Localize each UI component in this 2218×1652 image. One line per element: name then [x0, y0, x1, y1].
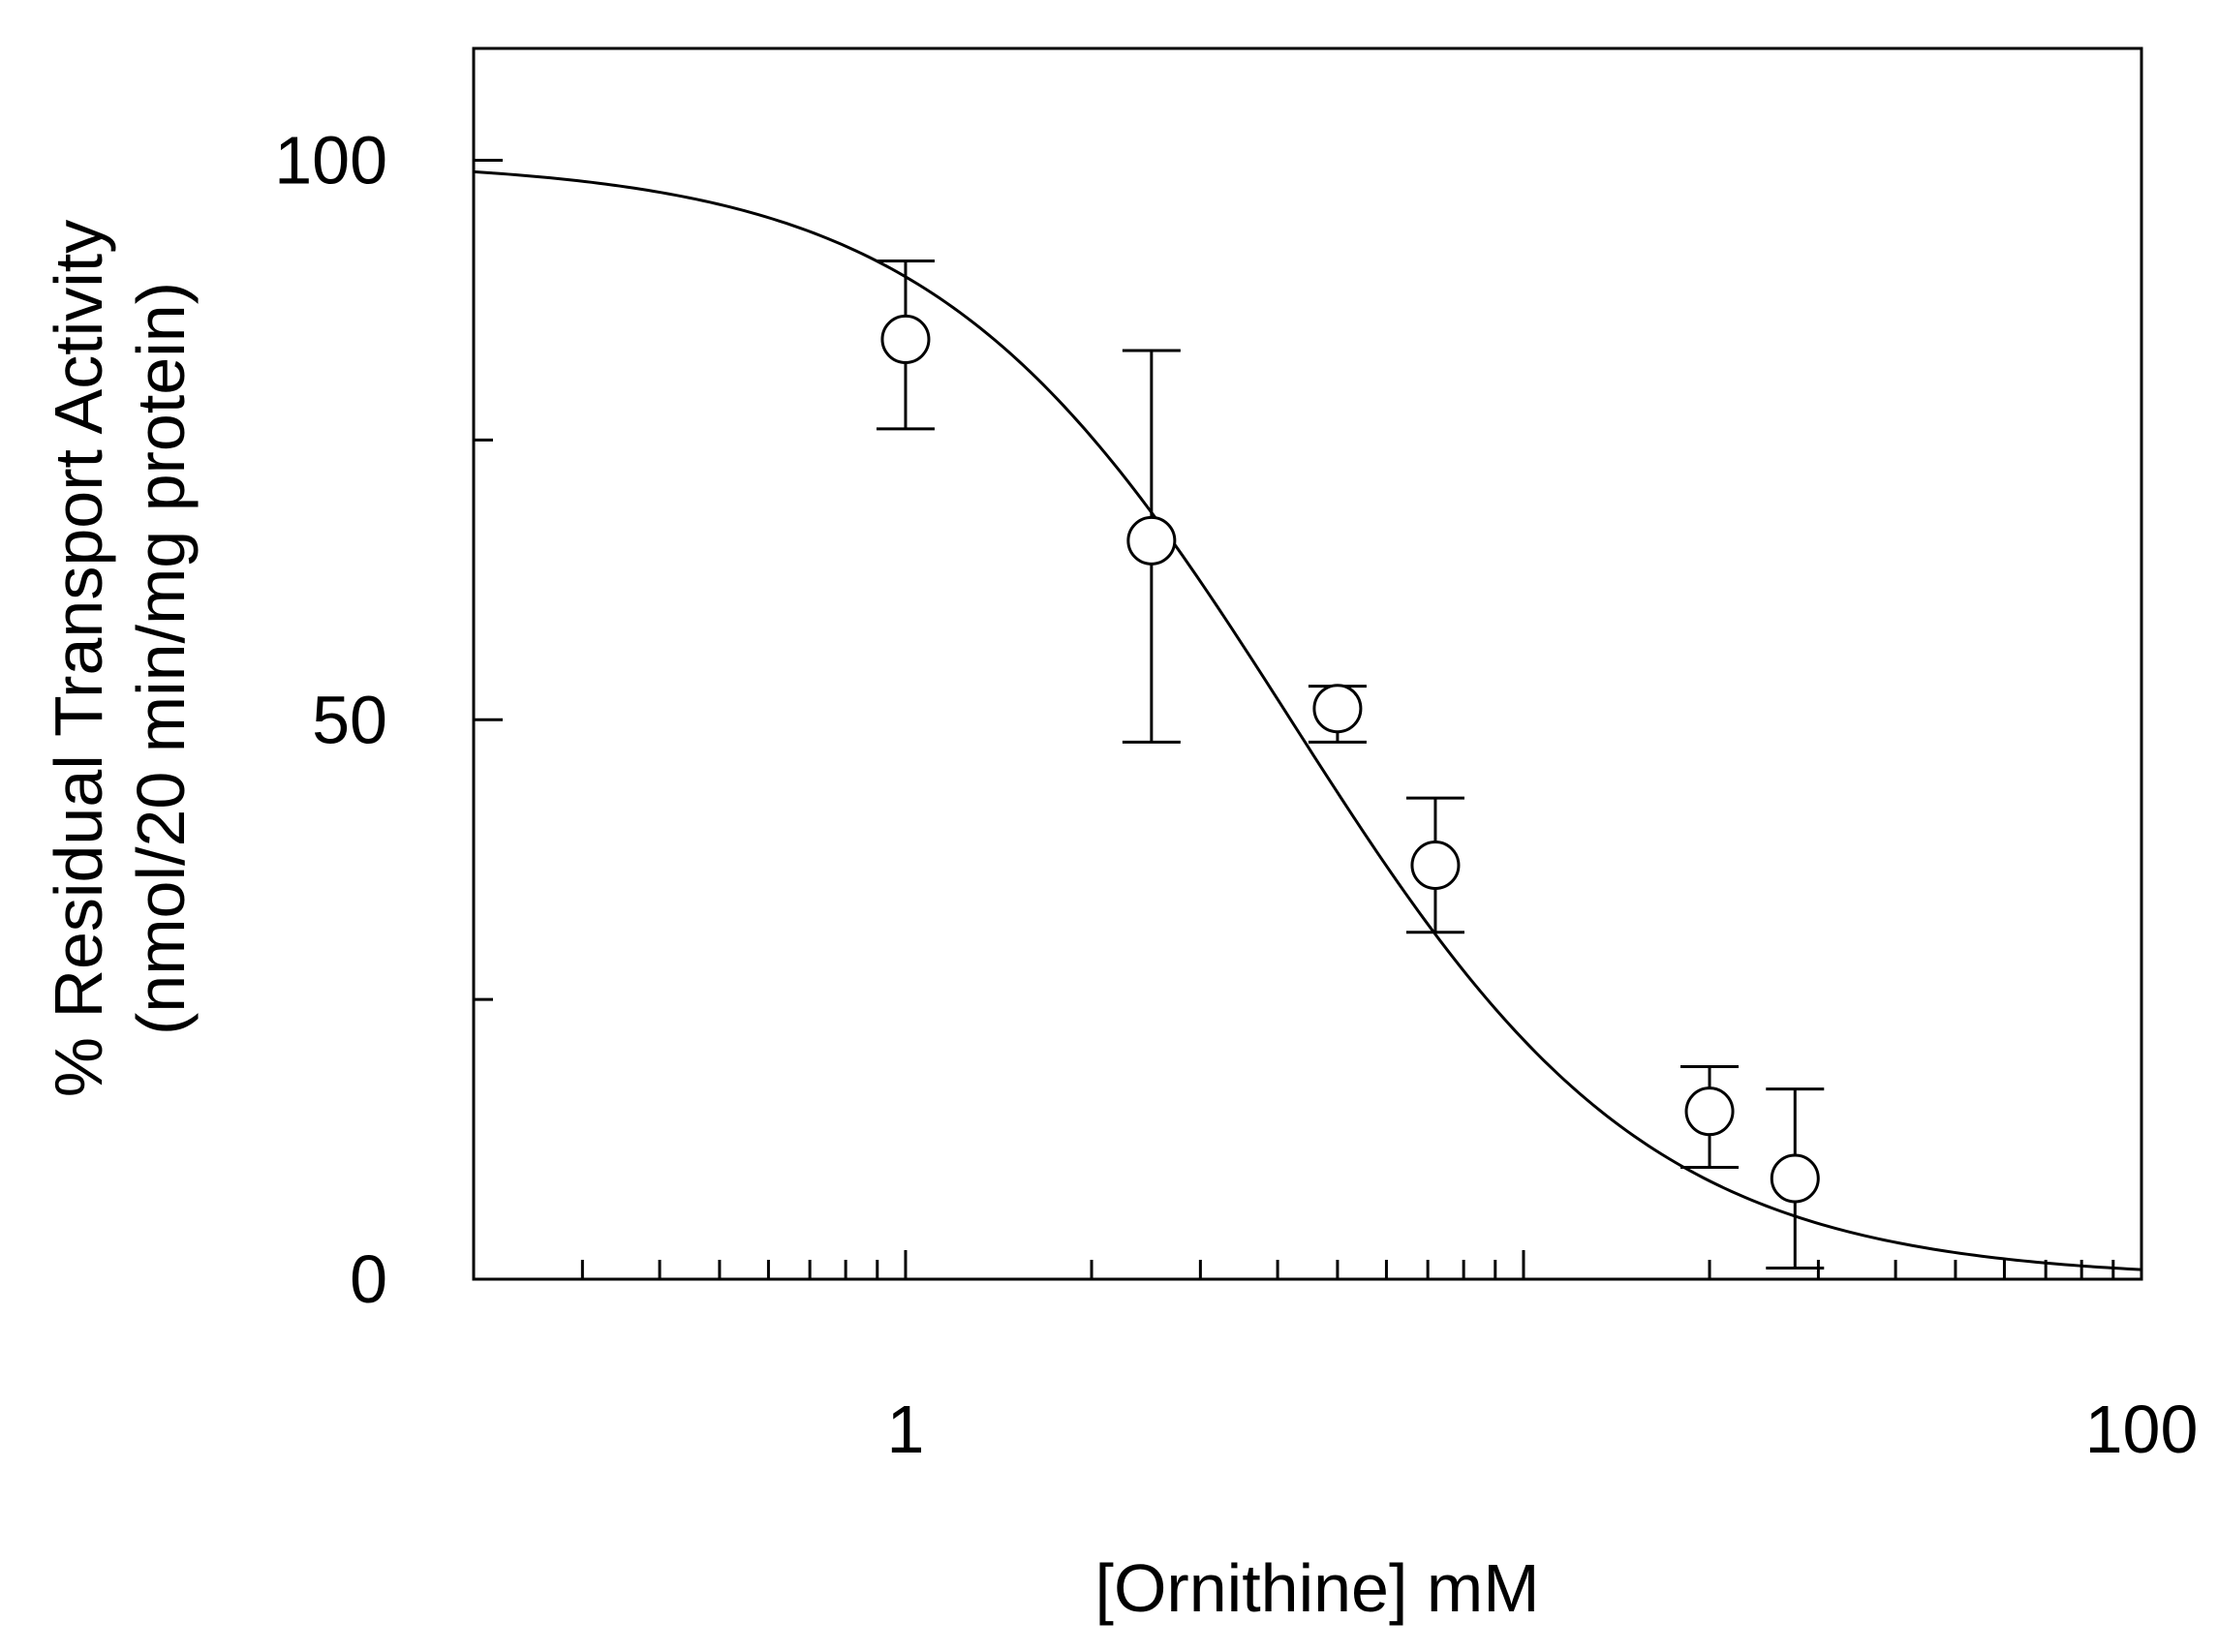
- data-point-group: [1308, 684, 1367, 744]
- data-point-group: [1766, 1087, 1825, 1270]
- y-axis-title-line-2: (nmol/20 min/mg protein): [123, 282, 199, 1035]
- x-tick-label: 100: [2085, 1392, 2199, 1467]
- data-point-group: [1122, 349, 1181, 744]
- y-tick-label: 50: [312, 682, 387, 757]
- data-point: [1312, 684, 1363, 734]
- data-point: [1770, 1153, 1820, 1204]
- y-axis-title-line-1: % Residual Transport Activity: [41, 220, 116, 1097]
- data-point: [880, 314, 931, 364]
- data-point: [1410, 840, 1461, 890]
- axis-tick-labels: 1 100 0 50 100: [274, 123, 2198, 1467]
- data-point: [1684, 1086, 1735, 1137]
- plot-frame: [472, 46, 2143, 1281]
- data-point: [1126, 515, 1177, 566]
- data-point-group: [876, 260, 935, 431]
- fit-curve: [473, 169, 2142, 1271]
- y-tick-label: 100: [274, 123, 387, 199]
- axis-ticks: [472, 159, 2143, 1281]
- x-tick-label: 1: [886, 1392, 924, 1467]
- data-point-group: [1405, 796, 1464, 934]
- data-point-group: [1680, 1064, 1740, 1169]
- y-tick-label: 0: [350, 1241, 387, 1317]
- data-points: [876, 260, 1825, 1270]
- x-axis-title: [Ornithine] mM: [1095, 1550, 1540, 1626]
